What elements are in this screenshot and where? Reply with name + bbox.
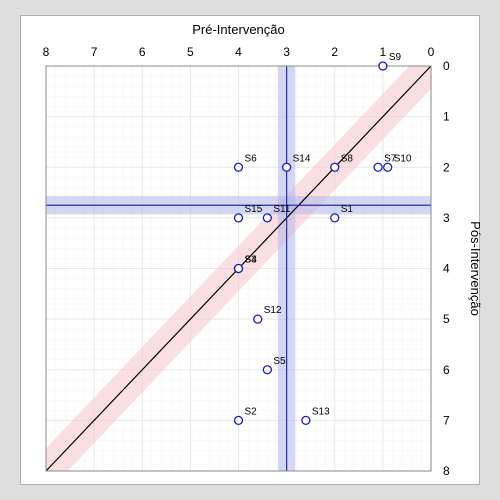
data-point bbox=[302, 416, 310, 424]
point-label: S6 bbox=[245, 153, 258, 164]
x-tick-label: 7 bbox=[91, 45, 98, 59]
x-tick-label: 6 bbox=[139, 45, 146, 59]
data-point bbox=[331, 163, 339, 171]
x-tick-label: 4 bbox=[235, 45, 242, 59]
y-tick-label: 2 bbox=[443, 160, 450, 174]
data-point bbox=[263, 366, 271, 374]
data-point bbox=[374, 163, 382, 171]
y-tick-label: 4 bbox=[443, 262, 450, 276]
point-label: S12 bbox=[264, 305, 282, 316]
x-tick-label: 1 bbox=[380, 45, 387, 59]
data-point bbox=[283, 163, 291, 171]
y-tick-label: 8 bbox=[443, 464, 450, 478]
y-tick-label: 1 bbox=[443, 110, 450, 124]
data-point bbox=[235, 163, 243, 171]
y-axis-title: Pós-Intervenção bbox=[468, 221, 481, 316]
point-label: S2 bbox=[245, 406, 258, 417]
x-tick-label: 0 bbox=[428, 45, 435, 59]
point-label: S1 bbox=[341, 204, 354, 215]
point-label: S13 bbox=[312, 406, 330, 417]
y-tick-label: 3 bbox=[443, 211, 450, 225]
point-label: S8 bbox=[341, 153, 354, 164]
x-tick-label: 2 bbox=[331, 45, 338, 59]
agreement-scatter: S9S6S14S8S7S10S15S11S1S3S4S12S5S2S138765… bbox=[21, 16, 481, 486]
x-tick-label: 5 bbox=[187, 45, 194, 59]
data-point bbox=[384, 163, 392, 171]
y-tick-label: 0 bbox=[443, 59, 450, 73]
data-point bbox=[263, 214, 271, 222]
point-label: S11 bbox=[273, 204, 290, 215]
data-point bbox=[235, 265, 243, 273]
point-label: S5 bbox=[273, 356, 286, 367]
point-label: S14 bbox=[293, 153, 311, 164]
y-tick-label: 6 bbox=[443, 363, 450, 377]
y-tick-label: 5 bbox=[443, 312, 450, 326]
point-label: S10 bbox=[394, 153, 412, 164]
data-point bbox=[331, 214, 339, 222]
point-label: S4 bbox=[245, 255, 258, 266]
data-point bbox=[235, 416, 243, 424]
data-point bbox=[235, 214, 243, 222]
point-label: S9 bbox=[389, 52, 402, 63]
data-point bbox=[379, 62, 387, 70]
x-tick-label: 3 bbox=[283, 45, 290, 59]
x-tick-label: 8 bbox=[43, 45, 50, 59]
data-point bbox=[254, 315, 262, 323]
point-label: S15 bbox=[245, 204, 263, 215]
x-axis-title: Pré-Intervenção bbox=[192, 22, 285, 37]
chart-panel: S9S6S14S8S7S10S15S11S1S3S4S12S5S2S138765… bbox=[20, 15, 480, 485]
y-tick-label: 7 bbox=[443, 413, 450, 427]
